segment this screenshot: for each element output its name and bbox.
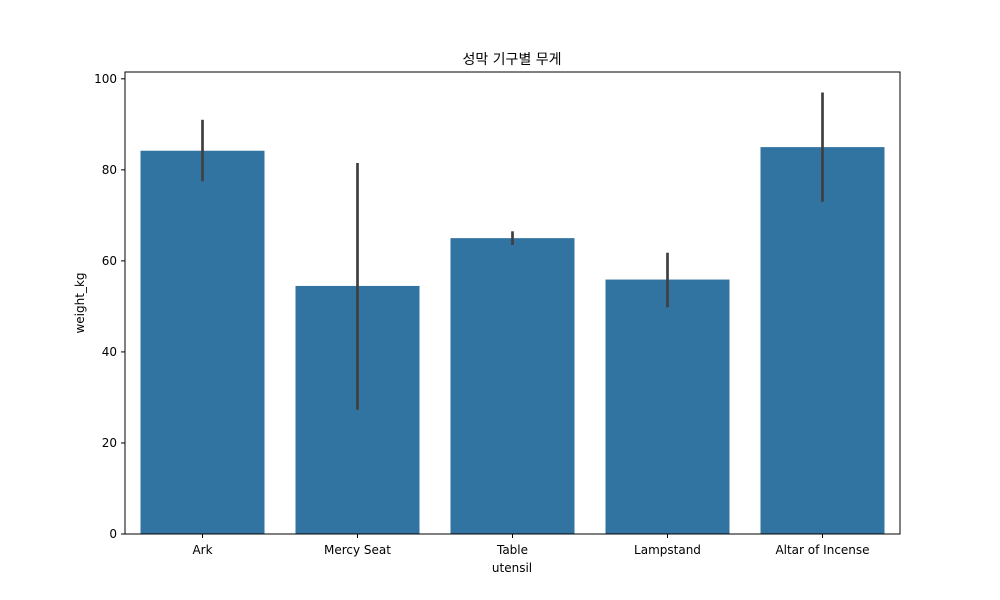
- y-tick-label-5: 100: [94, 72, 117, 86]
- y-tick-label-3: 60: [102, 254, 117, 268]
- error-bars-group: [201, 92, 824, 410]
- y-tick-label-0: 0: [109, 527, 117, 541]
- bar-3: [605, 279, 730, 534]
- bars-group: [140, 147, 885, 535]
- y-axis-ticks: 0 20 40 60 80 100: [94, 72, 125, 541]
- x-tick-label-3: Lampstand: [634, 543, 701, 557]
- bar-4: [760, 147, 885, 534]
- y-tick-label-1: 20: [102, 436, 117, 450]
- x-tick-label-0: Ark: [192, 543, 212, 557]
- bar-0: [140, 150, 265, 535]
- y-tick-label-4: 80: [102, 163, 117, 177]
- y-axis-label: weight_kg: [73, 272, 87, 333]
- y-tick-label-2: 40: [102, 345, 117, 359]
- x-axis-ticks: Ark Mercy Seat Table Lampstand Altar of Ince…: [192, 534, 870, 557]
- chart-title: 성막 기구별 무게: [462, 52, 561, 68]
- bar-2: [450, 238, 575, 534]
- x-axis-label: utensil: [492, 561, 532, 575]
- x-tick-label-4: Altar of Incense: [775, 543, 869, 557]
- x-tick-label-2: Table: [496, 543, 528, 557]
- x-tick-label-1: Mercy Seat: [324, 543, 391, 557]
